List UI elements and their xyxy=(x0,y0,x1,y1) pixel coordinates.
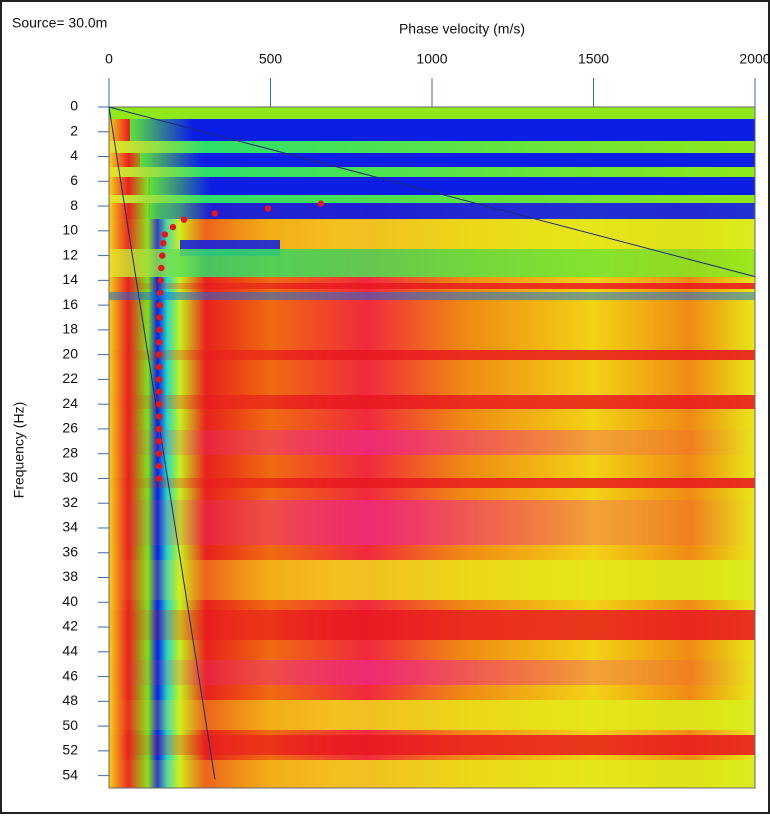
y-tick-label: 16 xyxy=(62,296,78,312)
x-tick-label: 0 xyxy=(105,51,113,67)
y-tick-label: 14 xyxy=(62,271,78,287)
y-tick-label: 52 xyxy=(62,742,78,758)
y-tick-label: 46 xyxy=(62,667,78,683)
y-tick-label: 34 xyxy=(62,519,78,535)
y-tick-label: 2 xyxy=(70,122,78,138)
y-tick-label: 50 xyxy=(62,717,78,733)
point xyxy=(155,339,163,346)
reference-line xyxy=(108,106,756,278)
chart-title: Source= 30.0m xyxy=(12,15,107,31)
y-tick-label: 36 xyxy=(62,543,78,559)
point xyxy=(155,388,163,395)
point xyxy=(160,240,167,247)
point xyxy=(156,289,164,296)
reference-line xyxy=(108,106,216,780)
point xyxy=(155,351,163,358)
y-tick-label: 42 xyxy=(62,618,78,634)
y-tick-label: 40 xyxy=(62,593,78,609)
point xyxy=(155,400,163,408)
y-tick-label: 24 xyxy=(62,395,78,411)
x-tick-label: 2000 xyxy=(739,51,770,67)
point xyxy=(155,425,163,433)
point xyxy=(155,376,163,383)
x-tick-label: 1500 xyxy=(578,51,609,67)
y-tick-label: 6 xyxy=(70,172,78,188)
y-tick-label: 18 xyxy=(62,321,78,337)
point xyxy=(317,200,325,207)
point xyxy=(157,277,164,284)
heatmap xyxy=(109,107,755,788)
y-tick-label: 44 xyxy=(62,643,78,659)
point xyxy=(211,210,219,217)
y-tick-label: 32 xyxy=(62,494,78,510)
y-tick-label: 10 xyxy=(62,222,78,238)
point xyxy=(155,462,163,470)
point xyxy=(169,223,177,231)
point xyxy=(159,252,166,259)
y-tick-label: 48 xyxy=(62,692,78,708)
point xyxy=(161,231,169,238)
point xyxy=(158,264,165,272)
y-tick-label: 22 xyxy=(62,370,78,386)
point xyxy=(156,314,163,321)
point xyxy=(156,326,163,334)
point xyxy=(155,363,163,371)
x-tick-label: 500 xyxy=(259,51,283,67)
point xyxy=(264,205,272,212)
point xyxy=(155,413,163,420)
y-tick-label: 4 xyxy=(70,147,78,163)
y-axis-label: Frequency (Hz) xyxy=(11,402,27,498)
y-tick-label: 0 xyxy=(70,98,78,114)
x-tick-label: 1000 xyxy=(416,51,447,67)
y-tick-label: 26 xyxy=(62,420,78,436)
point xyxy=(180,216,188,223)
y-tick-label: 54 xyxy=(62,766,78,782)
y-tick-label: 38 xyxy=(62,568,78,584)
y-tick-label: 28 xyxy=(62,444,78,460)
y-tick-label: 8 xyxy=(70,197,78,213)
point xyxy=(155,450,163,457)
y-tick-label: 30 xyxy=(62,469,78,485)
x-axis-label: Phase velocity (m/s) xyxy=(399,21,525,37)
point xyxy=(155,438,163,445)
point xyxy=(156,301,163,309)
point xyxy=(155,475,163,482)
y-tick-label: 12 xyxy=(62,246,78,262)
y-tick-label: 20 xyxy=(62,345,78,361)
